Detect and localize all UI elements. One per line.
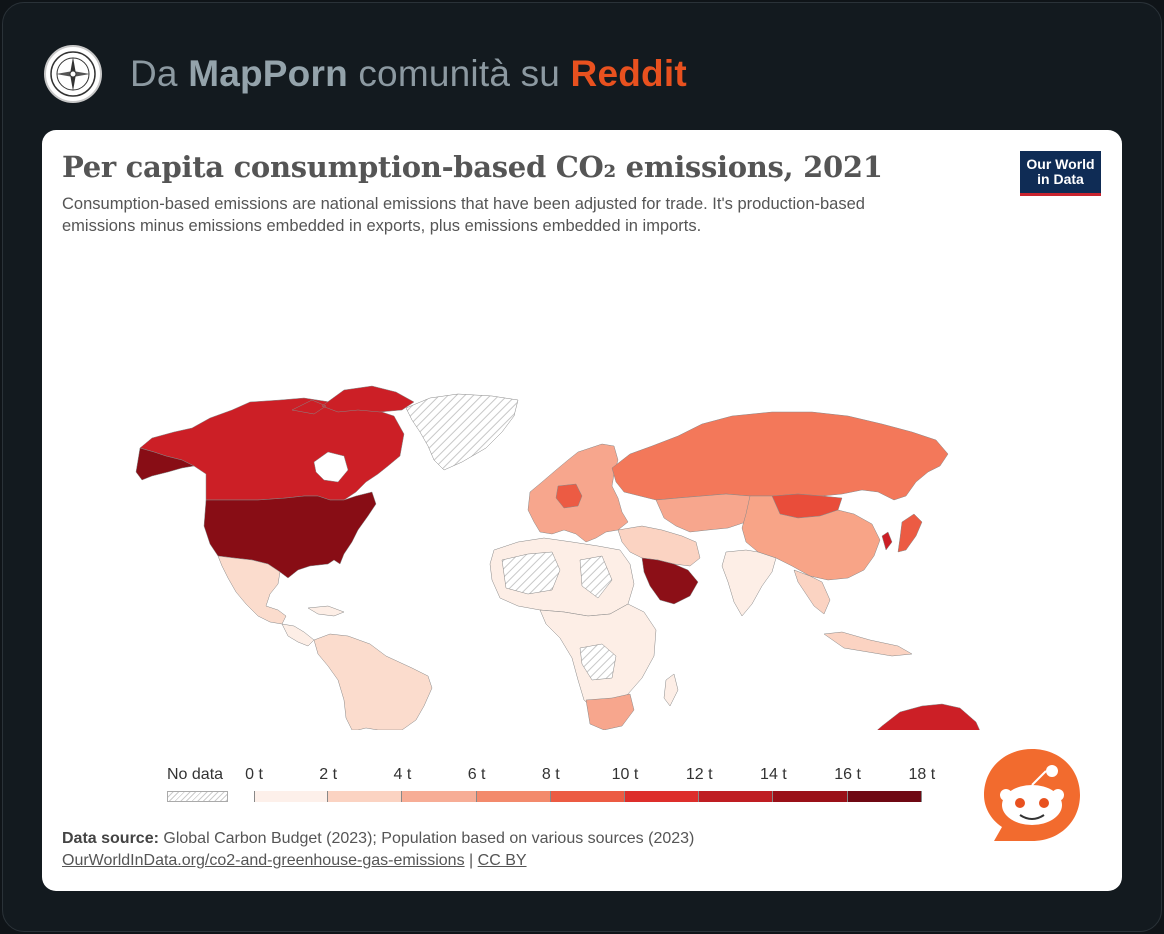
license-link[interactable]: CC BY (477, 852, 527, 869)
legend-bin[interactable] (699, 791, 774, 802)
legend-tick-label: 16 t (834, 766, 861, 783)
source-url-link[interactable]: OurWorldInData.org/co2-and-greenhouse-ga… (62, 852, 465, 869)
legend-no-data-swatch[interactable] (167, 791, 228, 802)
owid-logo[interactable]: Our World in Data (1020, 151, 1101, 196)
legend-bin[interactable] (328, 791, 403, 802)
region-alaska[interactable] (135, 447, 195, 481)
legend-bin[interactable] (773, 791, 848, 802)
footer: Data source: Global Carbon Budget (2023)… (62, 828, 694, 872)
legend-bin[interactable] (402, 791, 477, 802)
world-map (135, 385, 986, 730)
region-south-korea[interactable] (881, 531, 893, 551)
source-text: Global Carbon Budget (2023); Population … (163, 830, 695, 847)
legend-tick-label: 14 t (760, 766, 787, 783)
compass-rose-icon (50, 51, 96, 97)
region-germany[interactable] (555, 483, 583, 509)
region-greenland[interactable] (405, 393, 519, 471)
community-name[interactable]: MapPorn (188, 53, 348, 94)
region-central-america[interactable] (281, 605, 345, 647)
region-canada[interactable] (139, 397, 405, 501)
region-canada-islands[interactable] (291, 385, 415, 415)
legend-bin[interactable] (254, 791, 329, 802)
region-central-africa-nodata[interactable] (579, 643, 617, 681)
region-india[interactable] (721, 549, 777, 617)
legend-tick-label: 6 t (467, 766, 486, 783)
region-middle-east[interactable] (617, 525, 701, 567)
region-russia[interactable] (611, 411, 949, 501)
legend-tick-label: 10 t (611, 766, 639, 783)
region-kazakhstan[interactable] (655, 493, 757, 533)
legend-bin[interactable] (625, 791, 700, 802)
post-source-line: Da MapPorn comunità su Reddit (130, 53, 687, 95)
header-prefix: Da (130, 53, 178, 94)
legend-tick-label: 0 t (245, 766, 263, 783)
footer-separator: | (469, 852, 474, 869)
chart-subtitle: Consumption-based emissions are national… (62, 195, 865, 235)
platform-name[interactable]: Reddit (570, 53, 687, 94)
source-label: Data source: (62, 830, 159, 847)
chart-card: Per capita consumption-based CO₂ emissio… (42, 130, 1122, 891)
legend-bin[interactable] (847, 791, 922, 802)
legend-tick-label: 18 t (908, 766, 936, 783)
legend-bin[interactable] (550, 791, 625, 802)
legend-tick-label: 4 t (393, 766, 412, 783)
region-saudi-arabia[interactable] (641, 557, 699, 605)
legend-tick-label: 8 t (541, 766, 560, 783)
legend-tick-label: 12 t (685, 766, 713, 783)
region-australia[interactable] (866, 703, 986, 730)
community-avatar[interactable] (44, 45, 102, 103)
reddit-snoo-icon[interactable] (980, 745, 1084, 849)
header-middle: comunità su (358, 53, 561, 94)
region-madagascar[interactable] (663, 673, 679, 707)
region-sahara-nodata[interactable] (501, 551, 613, 599)
post-header: Da MapPorn comunità su Reddit (44, 44, 687, 104)
legend-tick-label: 2 t (319, 766, 338, 783)
legend-no-data-label: No data (167, 766, 224, 783)
legend: No data 0 t 2 t 4 t 6 t 8 t 10 t 12 t 14 t 16 t 1… (42, 760, 1122, 810)
chart-title: Per capita consumption-based CO₂ emissio… (62, 150, 883, 184)
region-south-africa[interactable] (585, 693, 635, 730)
logo-line-2: in Data (1037, 171, 1084, 187)
region-south-america[interactable] (313, 633, 433, 730)
legend-bin[interactable] (476, 791, 551, 802)
region-japan[interactable] (897, 513, 923, 553)
region-mexico[interactable] (217, 555, 287, 625)
region-china[interactable] (741, 495, 881, 581)
region-southeast-asia[interactable] (793, 569, 913, 657)
logo-line-1: Our World (1026, 156, 1095, 172)
